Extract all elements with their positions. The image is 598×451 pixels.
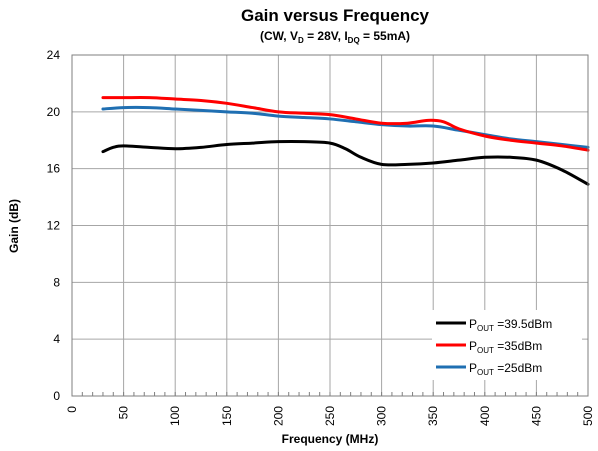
y-tick-label: 16: [47, 162, 61, 176]
legend-entry: POUT =35dBm: [469, 339, 542, 355]
x-tick-label: 150: [220, 406, 234, 426]
y-tick-label: 12: [47, 219, 61, 233]
x-tick-label: 100: [168, 406, 182, 426]
y-axis-label: Gain (dB): [7, 199, 21, 253]
subtitle-mid: = 28V, I: [304, 29, 348, 43]
chart-subtitle: (CW, VD = 28V, IDQ = 55mA): [260, 29, 410, 45]
subtitle-suffix: = 55mA): [360, 29, 410, 43]
x-tick-label: 300: [375, 406, 389, 426]
legend-entry: POUT =39.5dBm: [469, 317, 552, 333]
x-tick-label: 450: [529, 406, 543, 426]
x-axis-label: Frequency (MHz): [282, 432, 379, 446]
series-line: [101, 96, 590, 152]
legend-entry: POUT =25dBm: [469, 361, 542, 377]
y-tick-label: 20: [47, 105, 61, 119]
x-tick-label: 200: [271, 406, 285, 426]
subtitle-prefix: (CW, V: [260, 29, 298, 43]
x-tick-labels: 0 50 100 150 200 250 300 350 400 450 500: [65, 406, 595, 426]
x-minor-ticks: [71, 392, 589, 396]
subtitle-idq-sub: DQ: [348, 36, 360, 45]
chart-title: Gain versus Frequency: [241, 6, 430, 25]
x-tick-label: 350: [426, 406, 440, 426]
series-layer: [101, 96, 590, 186]
y-tick-label: 24: [47, 48, 61, 62]
y-tick-labels: 0 4 8 12 16 20 24: [47, 48, 61, 403]
x-tick-label: 400: [478, 406, 492, 426]
x-tick-label: 0: [65, 406, 79, 413]
y-tick-label: 4: [53, 332, 60, 346]
x-tick-label: 500: [581, 406, 595, 426]
subtitle-vd-sub: D: [298, 36, 304, 45]
y-tick-label: 0: [53, 389, 60, 403]
y-tick-label: 8: [53, 275, 60, 289]
series-line: [101, 139, 590, 186]
x-tick-label: 250: [323, 406, 337, 426]
legend: POUT =39.5dBm POUT =35dBm POUT =25dBm: [432, 310, 582, 380]
x-tick-label: 50: [117, 406, 131, 420]
